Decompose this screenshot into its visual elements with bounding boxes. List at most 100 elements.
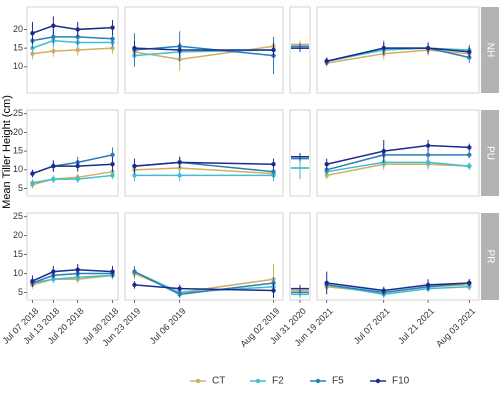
- point: [132, 45, 137, 51]
- point: [110, 36, 115, 41]
- point: [425, 45, 431, 51]
- y-tick-label: 25: [13, 108, 23, 118]
- series-line: [32, 274, 113, 284]
- point: [271, 162, 276, 167]
- y-axis-label: Mean Tiller Height (cm): [1, 95, 13, 209]
- point: [132, 282, 137, 288]
- series-line: [32, 47, 113, 55]
- point: [132, 173, 137, 178]
- series-line: [32, 170, 113, 186]
- point: [51, 176, 56, 182]
- point: [381, 288, 386, 293]
- legend-dot: [195, 378, 201, 384]
- y-tick-label: 15: [13, 249, 23, 259]
- legend-label: CT: [212, 376, 225, 387]
- series-line: [32, 274, 113, 286]
- point: [324, 280, 329, 286]
- point: [132, 163, 137, 169]
- strip-label: PU: [484, 146, 495, 160]
- point: [177, 292, 182, 297]
- legend-label: F2: [272, 376, 284, 387]
- point: [51, 269, 56, 274]
- y-tick-label: 10: [13, 61, 23, 71]
- point: [75, 163, 80, 169]
- point: [110, 173, 115, 178]
- point: [110, 25, 115, 30]
- point: [271, 169, 276, 174]
- series-line: [32, 163, 113, 175]
- point: [51, 23, 56, 28]
- point: [110, 162, 115, 167]
- panel: [124, 109, 284, 197]
- point: [381, 148, 386, 154]
- series-line: [326, 49, 470, 64]
- point: [425, 282, 431, 288]
- point: [110, 152, 115, 158]
- legend-label: F5: [332, 376, 344, 387]
- series-line: [32, 36, 113, 42]
- point: [324, 59, 329, 64]
- series-line: [32, 268, 113, 282]
- point: [467, 49, 472, 55]
- point: [51, 34, 56, 40]
- point: [30, 180, 35, 186]
- series-line: [326, 47, 470, 62]
- x-tick-label: Jul 21 2021: [396, 306, 436, 346]
- point: [271, 288, 276, 293]
- strip: [481, 213, 499, 300]
- point: [425, 152, 431, 158]
- y-tick-label: 20: [13, 230, 23, 240]
- strip-label: PR: [484, 250, 495, 264]
- y-tick-label: 15: [13, 43, 23, 53]
- y-tick-label: 15: [13, 146, 23, 156]
- series-line: [326, 163, 470, 177]
- y-tick-label: 25: [13, 211, 23, 221]
- panel: [26, 212, 119, 301]
- y-tick-label: 20: [13, 127, 23, 137]
- point: [177, 173, 182, 178]
- point: [177, 160, 182, 165]
- series-line: [326, 144, 470, 165]
- point: [30, 278, 35, 284]
- series-line: [32, 24, 113, 34]
- y-tick-label: 5: [18, 287, 23, 297]
- strip: [481, 7, 499, 93]
- point: [324, 162, 329, 167]
- x-tick-label: Aug 03 2021: [434, 306, 477, 349]
- point: [110, 269, 115, 274]
- point: [177, 47, 182, 53]
- series-line: [326, 284, 470, 296]
- point: [425, 143, 431, 148]
- point: [467, 152, 472, 158]
- panel: [316, 109, 480, 197]
- series-line: [326, 282, 470, 292]
- y-tick-label: 20: [13, 24, 23, 34]
- point: [51, 48, 56, 54]
- point: [30, 30, 35, 36]
- point: [271, 47, 276, 53]
- series-line: [326, 161, 470, 173]
- point: [75, 27, 80, 32]
- point: [75, 176, 80, 182]
- x-tick-label: Jul 07 2021: [352, 306, 392, 346]
- series-line: [32, 39, 113, 49]
- strip-label: NH: [484, 43, 495, 57]
- point: [381, 45, 386, 51]
- point: [132, 269, 137, 274]
- legend-label: F10: [392, 376, 410, 387]
- series-line: [326, 282, 470, 294]
- strip: [481, 110, 499, 196]
- y-tick-label: 5: [18, 183, 23, 193]
- y-tick-label: 10: [13, 164, 23, 174]
- series-line: [326, 47, 470, 62]
- series-line: [326, 154, 470, 171]
- point: [51, 163, 56, 169]
- point: [467, 280, 472, 286]
- legend-dot: [315, 378, 321, 384]
- series-line: [32, 174, 113, 184]
- point: [177, 286, 182, 291]
- point: [467, 163, 472, 169]
- point: [75, 267, 80, 272]
- legend-dot: [375, 378, 381, 384]
